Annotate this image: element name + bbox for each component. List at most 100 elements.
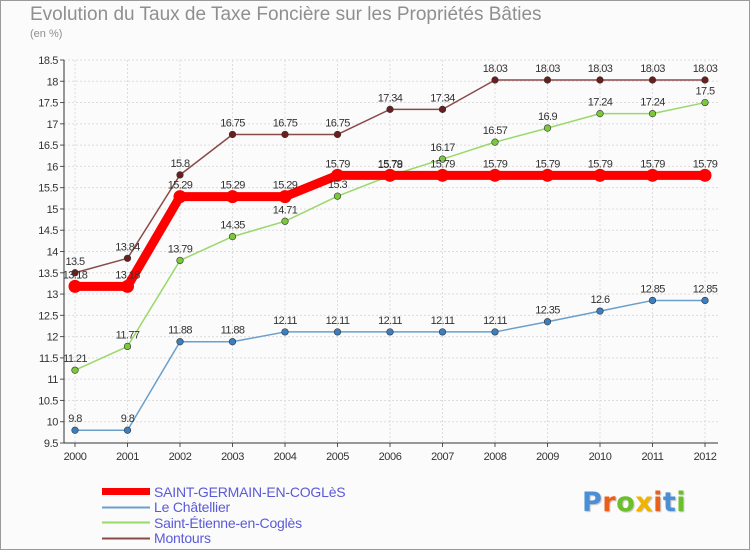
chart-subtitle: (en %) [30,28,63,40]
data-point-montours [123,254,132,262]
y-tick-label: 11.5 [39,353,58,365]
x-tick-label: 2008 [484,451,507,463]
data-point-saint-germain [226,190,239,204]
legend-swatch-montours [102,537,150,540]
data-point-montours [701,76,709,84]
legend-item-saint-germain: SAINT-GERMAIN-EN-COGLèS [102,483,346,500]
data-point-le-chatellier [228,338,237,346]
x-tick-label: 2001 [116,451,139,463]
legend-item-le-chatellier: Le Châtellier [102,499,345,516]
logo-letter: r [602,487,617,518]
data-label-le-chatellier: 11.88 [221,325,245,337]
data-label-saint-germain: 15.79 [640,158,665,170]
data-label-saint-etienne: 11.21 [63,353,87,365]
y-tick-label: 14 [47,247,59,259]
data-point-le-chatellier [438,328,447,336]
data-point-le-chatellier [701,296,709,305]
data-label-saint-germain: 13.18 [63,269,88,281]
data-label-saint-germain: 15.79 [483,158,508,170]
data-label-le-chatellier: 12.6 [590,294,609,306]
data-point-saint-etienne [543,124,552,132]
x-tick-label: 2004 [274,451,297,463]
data-label-le-chatellier: 9.8 [121,413,135,425]
logo-letter: P [582,487,603,518]
data-point-le-chatellier [543,318,552,326]
data-point-saint-germain [593,168,607,182]
legend-item-montours: Montours [102,530,345,547]
y-tick-label: 18 [47,76,59,88]
data-point-montours [71,269,79,277]
logo-letter: x [635,487,654,518]
plot-area [64,60,718,443]
data-label-saint-germain: 15.79 [378,158,403,170]
data-point-saint-germain [383,168,397,182]
data-point-le-chatellier [333,328,342,336]
x-tick-label: 2009 [536,451,559,463]
data-point-saint-etienne [701,98,709,107]
data-point-le-chatellier [596,307,604,315]
data-point-saint-etienne [176,256,184,265]
data-label-le-chatellier: 9.8 [68,413,82,425]
data-point-saint-etienne [123,342,132,350]
x-tick-label: 2012 [694,451,717,463]
data-label-saint-germain: 15.29 [220,180,245,192]
data-label-le-chatellier: 12.85 [640,283,665,295]
data-point-le-chatellier [176,338,184,346]
data-point-montours [333,130,342,139]
x-tick-label: 2000 [64,451,87,463]
data-point-montours [386,105,394,113]
data-label-saint-etienne: 11.77 [116,329,140,341]
y-tick-label: 11 [47,374,58,386]
y-tick-label: 12 [47,332,59,344]
y-tick-label: 13 [47,289,59,301]
data-label-le-chatellier: 12.35 [535,305,560,317]
data-point-montours [491,76,499,84]
y-tick-label: 16 [47,161,59,173]
legend-label-le-chatellier: Le Châtellier [154,499,230,516]
data-label-montours: 17.34 [430,92,455,104]
data-label-saint-germain: 15.79 [693,158,718,170]
data-point-saint-germain [541,168,554,182]
data-point-saint-etienne [71,366,79,374]
data-label-le-chatellier: 11.88 [168,325,192,337]
y-tick-label: 15.5 [38,183,58,195]
y-tick-label: 10.5 [38,395,58,407]
data-label-saint-germain: 13.18 [115,269,140,281]
data-point-le-chatellier [386,328,394,336]
y-tick-label: 13.5 [38,268,58,280]
data-label-saint-germain: 15.79 [325,158,350,170]
data-point-le-chatellier [491,328,499,336]
logo-letter: i [653,487,663,518]
x-tick-label: 2010 [589,451,612,463]
legend-label-saint-germain: SAINT-GERMAIN-EN-COGLèS [154,483,346,500]
data-label-montours: 18.03 [640,63,665,75]
data-point-montours [543,76,552,84]
logo-letter: t [662,487,677,518]
data-point-saint-etienne [648,110,657,118]
data-point-saint-germain [646,168,659,182]
data-point-le-chatellier [281,328,289,336]
data-point-saint-germain [121,279,134,293]
data-point-le-chatellier [123,426,132,434]
data-label-saint-etienne: 16.57 [483,125,508,137]
data-point-saint-germain [173,190,187,204]
data-point-saint-germain [331,168,344,182]
y-tick-label: 18.5 [38,55,58,67]
data-label-le-chatellier: 12.85 [693,283,718,295]
legend-swatch-saint-germain [102,488,150,496]
data-point-saint-etienne [438,155,447,163]
legend-label-montours: Montours [154,530,211,547]
data-label-le-chatellier: 12.11 [326,315,350,327]
x-tick-label: 2007 [431,451,454,463]
chart-legend: SAINT-GERMAIN-EN-COGLèS Le Châtellier Sa… [102,483,346,547]
data-point-saint-etienne [491,138,499,146]
data-label-saint-etienne: 15.3 [328,179,347,191]
data-label-saint-germain: 15.29 [273,180,298,192]
data-label-montours: 16.75 [220,117,245,129]
y-tick-label: 16.5 [38,140,58,152]
data-point-le-chatellier [71,426,79,434]
data-label-montours: 13.5 [65,256,84,268]
data-label-saint-germain: 15.79 [535,158,560,170]
data-point-saint-etienne [281,217,289,225]
data-label-le-chatellier: 12.11 [483,315,507,327]
